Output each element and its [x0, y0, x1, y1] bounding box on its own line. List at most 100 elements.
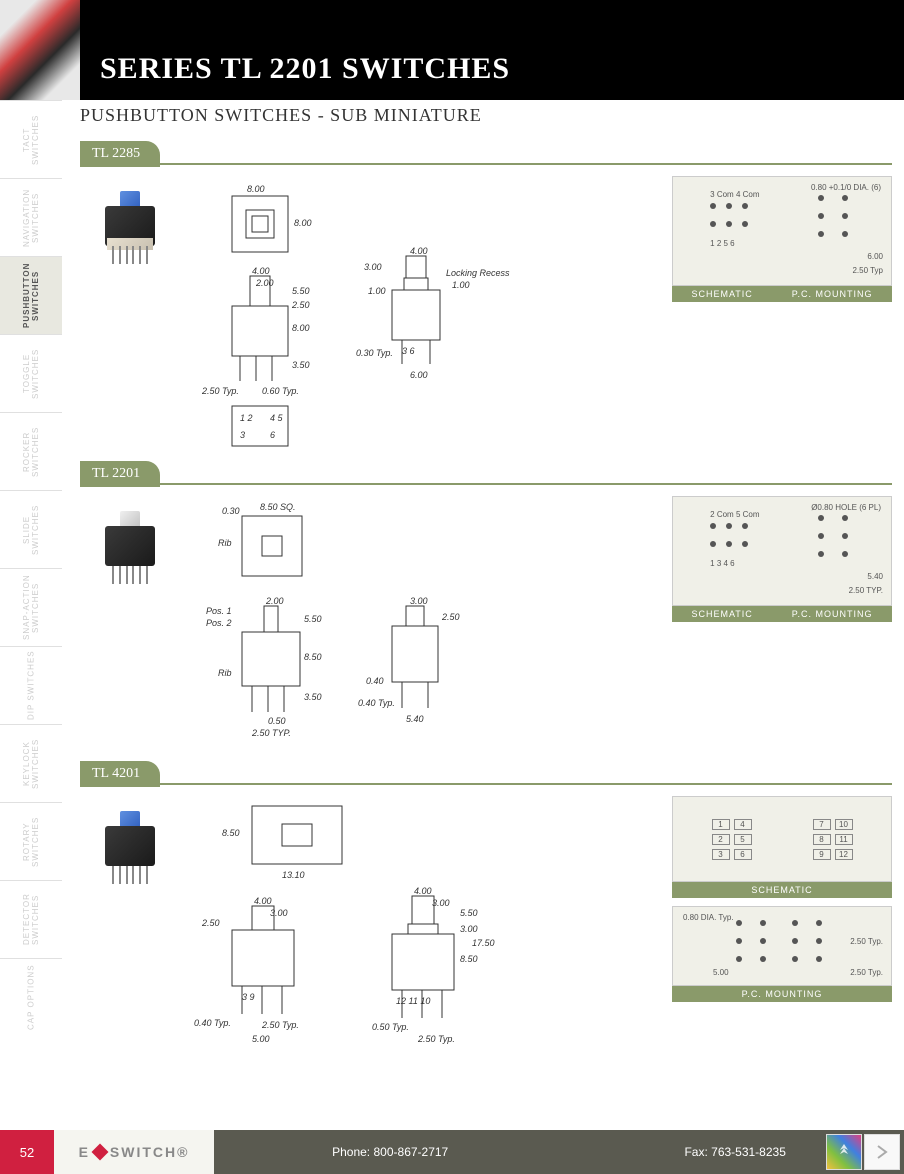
svg-text:Pos. 2: Pos. 2: [206, 618, 232, 628]
page-subtitle: PUSHBUTTON SWITCHES - SUB MINIATURE: [80, 105, 482, 126]
schematic-panel-TL 2201: Ø0.80 HOLE (6 PL) 2 Com 5 Com 1 3 4 6 5.…: [672, 496, 892, 606]
schematic-column: 0.80 +0.1/0 DIA. (6) 3 Com 4 Com 1 2 5 6…: [672, 176, 892, 468]
series-title: SERIES TL 2201 SWITCHES: [100, 52, 904, 86]
nav-home-button[interactable]: [826, 1134, 862, 1170]
sidebar-tab-4[interactable]: ROCKER SWITCHES: [0, 412, 62, 490]
section-body: 8.008.00 4.002.00 5.502.50 8.003.50 2.50…: [80, 168, 892, 468]
svg-text:4.00: 4.00: [414, 886, 432, 896]
schematic-column: Ø0.80 HOLE (6 PL) 2 Com 5 Com 1 3 4 6 5.…: [672, 496, 892, 768]
switch-body-icon: [105, 526, 155, 566]
sidebar-tab-11[interactable]: CAP OPTIONS: [0, 958, 62, 1036]
logo-diamond-icon: [91, 1144, 108, 1161]
svg-text:13.10: 13.10: [282, 870, 305, 880]
footer-fax: Fax: 763-531-8235: [684, 1145, 785, 1159]
product-photo-TL 2201: [80, 496, 180, 596]
svg-text:3 9: 3 9: [242, 992, 255, 1002]
category-sidebar: TACT SWITCHESNAVIGATION SWITCHESPUSHBUTT…: [0, 100, 62, 1120]
section-divider: [160, 483, 892, 485]
svg-text:0.50: 0.50: [268, 716, 286, 726]
schematic-panel-TL 4201: 142536 710811912: [672, 796, 892, 882]
eswitch-logo: E SWITCH®: [79, 1144, 190, 1160]
section-body: 8.5013.10 4.003.00 2.50 3 9 0.40 Typ.2.5…: [80, 788, 892, 1088]
section-TL2201: TL 2201 8.50 SQ.Rib 0.30 2.0: [80, 460, 892, 740]
svg-text:2.50: 2.50: [201, 918, 220, 928]
svg-text:3: 3: [240, 430, 245, 440]
svg-text:4.00: 4.00: [254, 896, 272, 906]
svg-text:5.50: 5.50: [292, 286, 310, 296]
schematic-labels-TL 2285: SCHEMATICP.C. MOUNTING: [672, 286, 892, 302]
svg-text:8.50: 8.50: [460, 954, 478, 964]
svg-text:8.50: 8.50: [222, 828, 240, 838]
svg-text:0.50 Typ.: 0.50 Typ.: [372, 1022, 409, 1032]
svg-text:3.50: 3.50: [304, 692, 322, 702]
svg-text:8.00: 8.00: [247, 184, 265, 194]
svg-text:3 6: 3 6: [402, 346, 415, 356]
section-body: 8.50 SQ.Rib 0.30 2.00 Pos. 1Pos. 2 5.508…: [80, 488, 892, 768]
technical-drawings: 8.50 SQ.Rib 0.30 2.00 Pos. 1Pos. 2 5.508…: [192, 496, 662, 768]
svg-text:0.60 Typ.: 0.60 Typ.: [262, 386, 299, 396]
page-header: SERIES TL 2201 SWITCHES: [80, 0, 904, 100]
svg-text:5.50: 5.50: [304, 614, 322, 624]
footer-phone: Phone: 800-867-2717: [332, 1145, 448, 1159]
switch-pins-icon: [110, 566, 150, 584]
sidebar-tab-8[interactable]: KEYLOCK SWITCHES: [0, 724, 62, 802]
technical-drawings: 8.008.00 4.002.00 5.502.50 8.003.50 2.50…: [192, 176, 662, 468]
svg-text:4 5: 4 5: [270, 413, 284, 423]
sidebar-tab-10[interactable]: DETECTOR SWITCHES: [0, 880, 62, 958]
svg-text:Rib: Rib: [218, 668, 232, 678]
page-number: 52: [0, 1130, 54, 1174]
svg-text:3.00: 3.00: [364, 262, 382, 272]
svg-text:8.50: 8.50: [304, 652, 322, 662]
section-tab: TL 4201: [80, 761, 160, 787]
footer-logo-area: E SWITCH®: [54, 1130, 214, 1174]
svg-text:Rib: Rib: [218, 538, 232, 548]
mounting-panel-TL 4201: 0.80 DIA. Typ. 2.50 Typ. 5.00 2.50 Typ.: [672, 906, 892, 986]
svg-text:4.00: 4.00: [410, 246, 428, 256]
section-divider: [160, 783, 892, 785]
svg-text:4.00: 4.00: [252, 266, 270, 276]
footer-contact: Phone: 800-867-2717 Fax: 763-531-8235: [214, 1130, 904, 1174]
svg-text:8.50 SQ.: 8.50 SQ.: [260, 502, 296, 512]
svg-text:2.50 Typ.: 2.50 Typ.: [201, 386, 239, 396]
header-product-image: [0, 0, 80, 100]
svg-text:1.00: 1.00: [452, 280, 470, 290]
svg-text:2.50 TYP.: 2.50 TYP.: [251, 728, 291, 738]
sidebar-tab-3[interactable]: TOGGLE SWITCHES: [0, 334, 62, 412]
svg-text:5.00: 5.00: [252, 1034, 270, 1044]
svg-text:3.00: 3.00: [432, 898, 450, 908]
sidebar-tab-9[interactable]: ROTARY SWITCHES: [0, 802, 62, 880]
svg-text:3.00: 3.00: [410, 596, 428, 606]
svg-text:1 2: 1 2: [240, 413, 253, 423]
svg-text:1.00: 1.00: [368, 286, 386, 296]
sidebar-tab-7[interactable]: DIP SWITCHES: [0, 646, 62, 724]
technical-drawings: 8.5013.10 4.003.00 2.50 3 9 0.40 Typ.2.5…: [192, 796, 662, 1088]
drawing-TL 2285: 8.008.00 4.002.00 5.502.50 8.003.50 2.50…: [192, 176, 572, 466]
sidebar-tab-0[interactable]: TACT SWITCHES: [0, 100, 62, 178]
svg-text:0.40 Typ.: 0.40 Typ.: [358, 698, 395, 708]
mounting-label-TL 4201: P.C. MOUNTING: [672, 986, 892, 1002]
logo-text-e: E: [79, 1144, 90, 1160]
section-TL2285: TL 2285 8.008.00 4.002.00 5.: [80, 140, 892, 440]
page-nav-widget: [826, 1134, 900, 1170]
sidebar-tab-1[interactable]: NAVIGATION SWITCHES: [0, 178, 62, 256]
svg-text:0.30 Typ.: 0.30 Typ.: [356, 348, 393, 358]
svg-text:0.40 Typ.: 0.40 Typ.: [194, 1018, 231, 1028]
svg-text:8.00: 8.00: [294, 218, 312, 228]
svg-text:12 11 10: 12 11 10: [396, 996, 430, 1006]
drawing-TL 2201: 8.50 SQ.Rib 0.30 2.00 Pos. 1Pos. 2 5.508…: [192, 496, 572, 766]
svg-text:3.00: 3.00: [460, 924, 478, 934]
svg-text:3.00: 3.00: [270, 908, 288, 918]
svg-text:5.50: 5.50: [460, 908, 478, 918]
svg-text:2.50 Typ.: 2.50 Typ.: [417, 1034, 455, 1044]
section-header: TL 2285: [80, 140, 892, 168]
svg-text:2.50 Typ.: 2.50 Typ.: [261, 1020, 299, 1030]
nav-next-button[interactable]: [864, 1134, 900, 1170]
section-tab: TL 2201: [80, 461, 160, 487]
sidebar-tab-6[interactable]: SNAP-ACTION SWITCHES: [0, 568, 62, 646]
svg-text:Locking Recess: Locking Recess: [446, 268, 510, 278]
sidebar-tab-2[interactable]: PUSHBUTTON SWITCHES: [0, 256, 62, 334]
logo-text-switch: SWITCH®: [110, 1144, 190, 1160]
section-TL4201: TL 4201 8.5013.10 4.003.00 2.50 3 9: [80, 760, 892, 1060]
sidebar-tab-5[interactable]: SLIDE SWITCHES: [0, 490, 62, 568]
product-photo-TL 2285: [80, 176, 180, 276]
